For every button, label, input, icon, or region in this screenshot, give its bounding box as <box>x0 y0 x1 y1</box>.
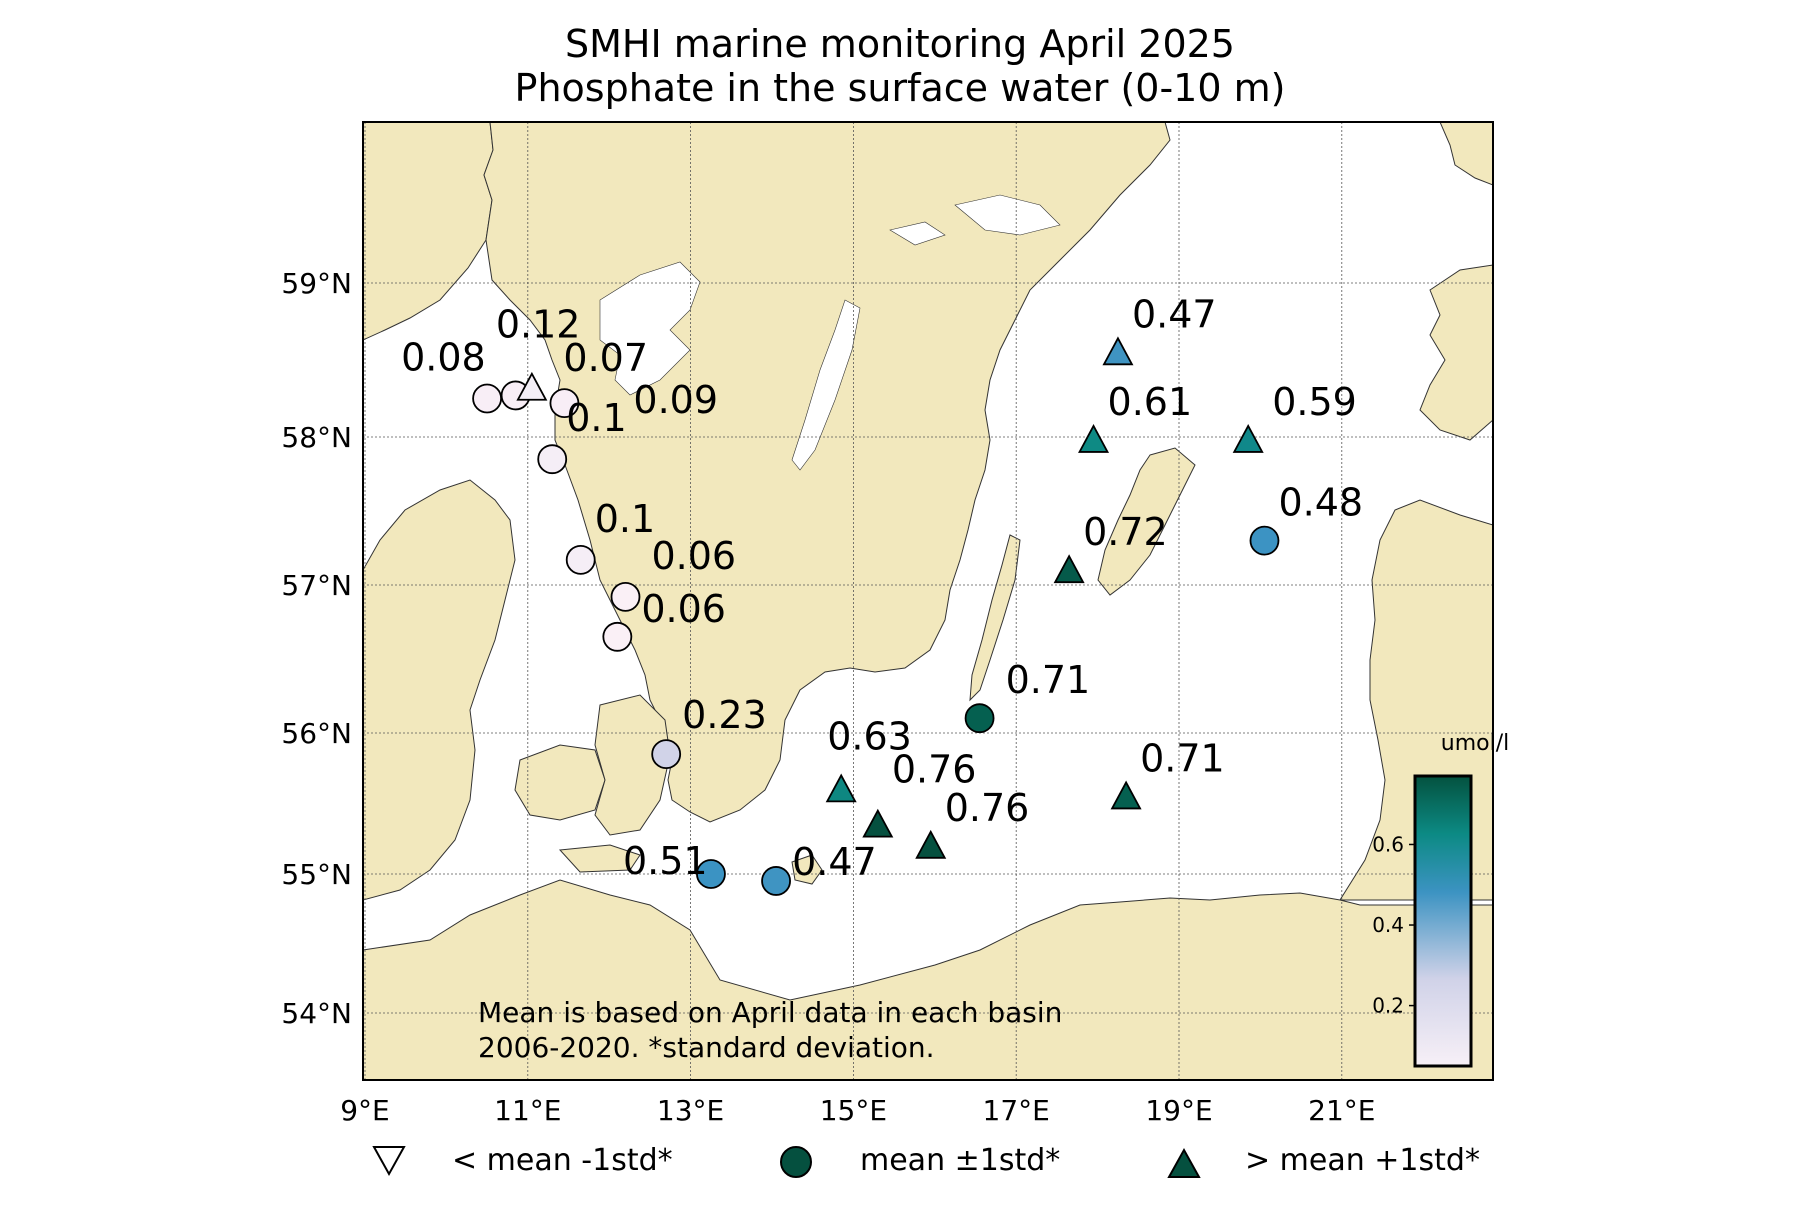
station-triangle-up-marker <box>1053 554 1085 584</box>
legend-within-label: mean ±1std* <box>860 1143 1060 1178</box>
latitude-label: 57°N <box>281 569 352 602</box>
station-triangle-up-marker <box>1110 780 1142 810</box>
station-value-label: 0.06 <box>651 534 736 578</box>
station-value-label: 0.47 <box>792 840 877 884</box>
legend-above-label: > mean +1std* <box>1245 1143 1480 1178</box>
station-value-label: 0.1 <box>595 497 655 541</box>
latitude-label: 55°N <box>281 858 352 891</box>
colorbar-ticks: 0.2 0.4 0.6 <box>1372 832 1415 1018</box>
lake-vattern <box>791 299 861 471</box>
station-circle-marker <box>696 859 726 889</box>
longitude-labels: 9°E 11°E 13°E 15°E 17°E 19°E 21°E <box>340 1094 1375 1127</box>
title-line-2: Phosphate in the surface water (0-10 m) <box>514 66 1286 110</box>
station-value-label: 0.09 <box>633 378 718 422</box>
land-oland <box>969 534 1021 702</box>
station-triangle-up-marker <box>1078 424 1110 453</box>
station-circle-marker <box>761 866 791 896</box>
longitude-label: 21°E <box>1308 1094 1375 1127</box>
legend-triangle-up-icon <box>1167 1147 1201 1178</box>
longitude-label: 17°E <box>983 1094 1050 1127</box>
longitude-label: 9°E <box>340 1094 390 1127</box>
station-triangle-up-marker <box>1232 424 1264 453</box>
station-circle-marker <box>602 621 633 652</box>
colorbar: umol/l 0.2 0.4 0.6 <box>1372 731 1509 1068</box>
map-frame <box>362 121 1494 1081</box>
station-value-label: 0.1 <box>566 396 626 440</box>
land-layer <box>363 122 1493 1080</box>
legend-triangle-down-icon <box>372 1146 406 1177</box>
colorbar-gradient <box>1413 774 1473 1068</box>
colorbar-tick-label: 0.6 <box>1372 832 1404 856</box>
colorbar-unit: umol/l <box>1441 731 1509 756</box>
latitude-label: 56°N <box>281 717 352 750</box>
legend: < mean -1std* mean ±1std* > mean +1std* <box>372 1143 1480 1178</box>
mean-note-line-1: Mean is based on April data in each basi… <box>478 996 1062 1029</box>
mean-note-line-2: 2006-2020. *standard deviation. <box>478 1031 935 1064</box>
station-value-label: 0.47 <box>1132 292 1217 336</box>
station-circle-marker <box>565 544 596 575</box>
land-south-coast <box>363 879 1493 1080</box>
station-value-label: 0.12 <box>496 303 581 347</box>
station-triangle-up-marker <box>1102 336 1134 366</box>
station-triangle-up-marker <box>862 808 894 838</box>
latitude-label: 58°N <box>281 421 352 454</box>
station-value-label: 0.71 <box>1140 736 1225 780</box>
station-value-label: 0.06 <box>641 587 726 631</box>
station-circle-marker <box>472 383 503 414</box>
lake-malaren <box>954 194 1061 236</box>
map-title: SMHI marine monitoring April 2025 Phosph… <box>0 22 1800 110</box>
station-value-label: 0.23 <box>682 693 767 737</box>
station-circle-marker <box>964 703 995 734</box>
station-markers: 0.080.120.070.090.10.10.060.060.230.51 0.… <box>401 292 1363 896</box>
station-circle-marker <box>651 739 682 770</box>
station-value-label: 0.72 <box>1083 510 1168 554</box>
station-circle-marker <box>537 444 568 475</box>
station-circle-marker <box>610 581 641 612</box>
colorbar-tick-label: 0.2 <box>1372 994 1404 1018</box>
title-line-1: SMHI marine monitoring April 2025 <box>565 22 1235 66</box>
station-value-label: 0.07 <box>563 336 648 380</box>
station-value-label: 0.63 <box>827 714 912 758</box>
station-triangle-up-marker <box>915 829 947 859</box>
longitude-label: 11°E <box>494 1094 561 1127</box>
lake-hjalmaren <box>889 221 946 246</box>
station-value-label: 0.08 <box>401 336 486 380</box>
longitude-label: 13°E <box>657 1094 724 1127</box>
land-lolland <box>558 844 641 873</box>
station-value-label: 0.61 <box>1108 380 1193 424</box>
latitude-label: 59°N <box>281 267 352 300</box>
graticule <box>363 122 1493 1080</box>
latitude-label: 54°N <box>281 997 352 1030</box>
latitude-labels: 54°N 55°N 56°N 57°N 58°N 59°N <box>281 267 352 1030</box>
land-zealand <box>594 694 671 836</box>
land-finland <box>1439 122 1493 186</box>
land-funen <box>514 744 606 821</box>
station-circle-marker <box>549 388 580 419</box>
land-estonia-islands <box>1419 264 1493 441</box>
colorbar-tick-label: 0.4 <box>1372 913 1404 937</box>
station-value-label: 0.48 <box>1278 481 1363 525</box>
station-value-label: 0.59 <box>1272 380 1357 424</box>
legend-circle-icon <box>780 1146 812 1178</box>
station-value-label: 0.71 <box>1006 658 1091 702</box>
station-triangle-up-marker <box>825 773 857 803</box>
station-circle-marker <box>1249 525 1280 556</box>
longitude-label: 19°E <box>1145 1094 1212 1127</box>
land-gotland <box>1097 447 1196 596</box>
longitude-label: 15°E <box>820 1094 887 1127</box>
station-value-label: 0.51 <box>623 839 708 883</box>
station-value-label: 0.76 <box>945 786 1030 830</box>
station-value-label: 0.76 <box>892 748 977 792</box>
lake-vanern <box>599 261 701 396</box>
land-bornholm <box>791 854 823 885</box>
station-triangle-marker <box>516 371 548 401</box>
legend-below-label: < mean -1std* <box>452 1143 673 1178</box>
